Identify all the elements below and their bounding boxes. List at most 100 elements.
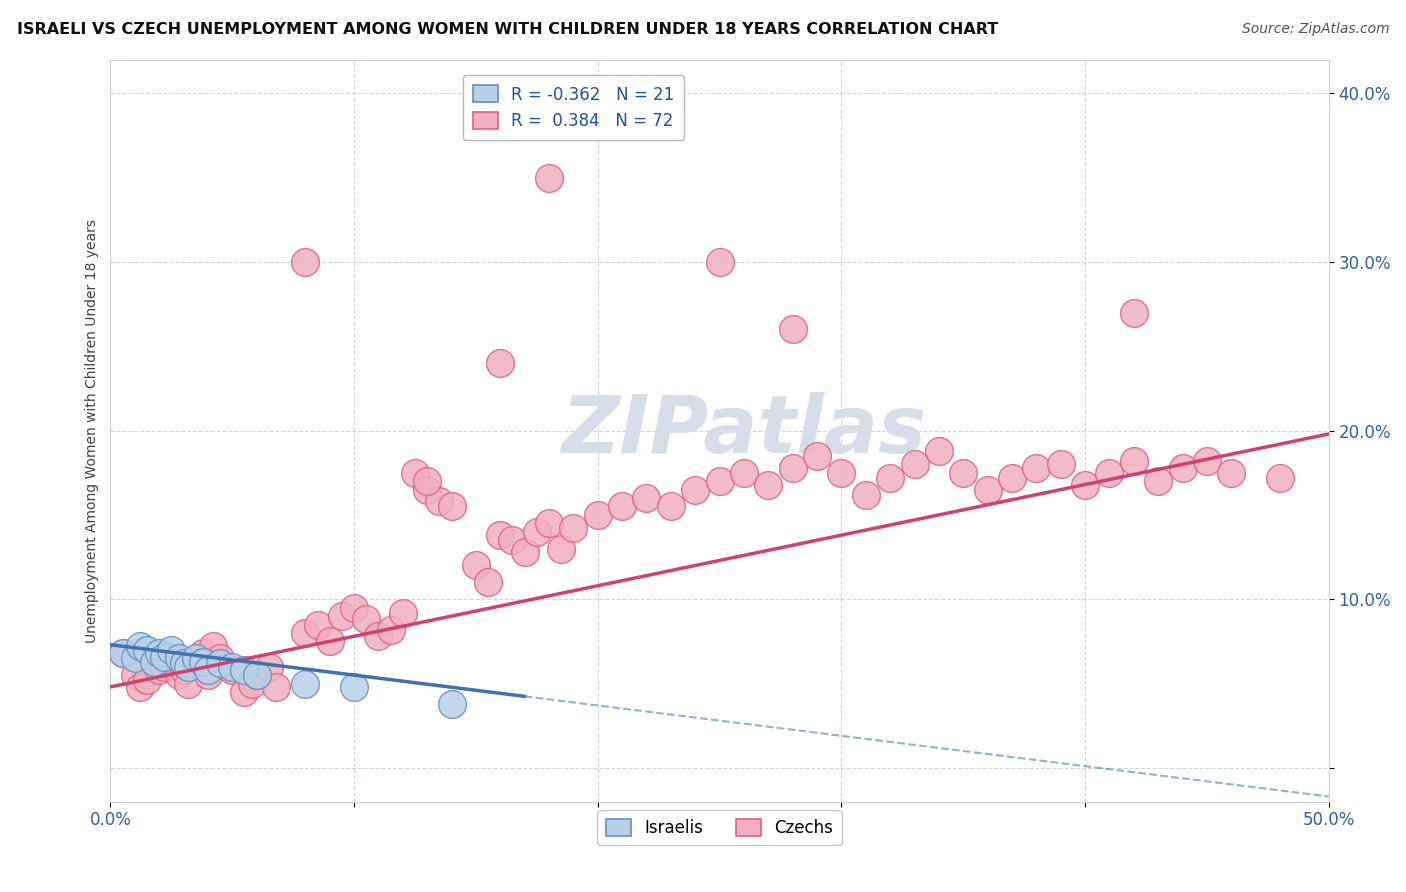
Point	[427, 494, 450, 508]
Point	[1049, 458, 1071, 472]
Point	[380, 623, 402, 637]
Point	[191, 655, 214, 669]
Point	[489, 528, 512, 542]
Point	[1220, 466, 1243, 480]
Point	[1074, 477, 1097, 491]
Point	[233, 685, 256, 699]
Point	[1122, 454, 1144, 468]
Point	[356, 612, 378, 626]
Point	[246, 668, 269, 682]
Point	[209, 651, 232, 665]
Point	[153, 649, 176, 664]
Point	[586, 508, 609, 522]
Point	[1147, 474, 1170, 488]
Point	[392, 606, 415, 620]
Point	[197, 663, 219, 677]
Point	[257, 659, 280, 673]
Point	[343, 680, 366, 694]
Point	[513, 545, 536, 559]
Point	[928, 443, 950, 458]
Point	[489, 356, 512, 370]
Text: ISRAELI VS CZECH UNEMPLOYMENT AMONG WOMEN WITH CHILDREN UNDER 18 YEARS CORRELATI: ISRAELI VS CZECH UNEMPLOYMENT AMONG WOME…	[17, 22, 998, 37]
Point	[830, 466, 852, 480]
Point	[610, 500, 633, 514]
Point	[143, 655, 166, 669]
Point	[683, 483, 706, 497]
Y-axis label: Unemployment Among Women with Children Under 18 years: Unemployment Among Women with Children U…	[86, 219, 100, 642]
Point	[879, 471, 901, 485]
Point	[1025, 460, 1047, 475]
Point	[177, 659, 200, 673]
Point	[177, 676, 200, 690]
Point	[1122, 305, 1144, 319]
Point	[111, 646, 134, 660]
Point	[184, 657, 207, 671]
Point	[1195, 454, 1218, 468]
Point	[294, 676, 316, 690]
Point	[440, 697, 463, 711]
Point	[477, 575, 499, 590]
Point	[562, 521, 585, 535]
Point	[319, 634, 342, 648]
Point	[416, 483, 439, 497]
Point	[733, 466, 755, 480]
Point	[191, 646, 214, 660]
Text: ZIPatlas: ZIPatlas	[561, 392, 927, 469]
Point	[1268, 471, 1291, 485]
Point	[1001, 471, 1024, 485]
Point	[167, 651, 190, 665]
Point	[440, 500, 463, 514]
Point	[217, 659, 239, 673]
Point	[173, 663, 195, 677]
Point	[416, 474, 439, 488]
Point	[128, 680, 150, 694]
Point	[294, 626, 316, 640]
Point	[709, 474, 731, 488]
Point	[294, 255, 316, 269]
Point	[550, 541, 572, 556]
Point	[201, 640, 224, 654]
Point	[148, 646, 170, 660]
Point	[756, 477, 779, 491]
Point	[464, 558, 486, 573]
Point	[184, 651, 207, 665]
Point	[153, 659, 176, 673]
Text: Source: ZipAtlas.com: Source: ZipAtlas.com	[1241, 22, 1389, 37]
Point	[124, 668, 146, 682]
Point	[1098, 466, 1121, 480]
Point	[855, 488, 877, 502]
Point	[782, 322, 804, 336]
Point	[343, 600, 366, 615]
Point	[526, 524, 548, 539]
Point	[307, 617, 329, 632]
Point	[221, 663, 243, 677]
Point	[197, 668, 219, 682]
Point	[709, 255, 731, 269]
Point	[782, 460, 804, 475]
Legend: Israelis, Czechs: Israelis, Czechs	[598, 810, 842, 846]
Point	[143, 655, 166, 669]
Point	[330, 609, 353, 624]
Point	[537, 516, 560, 531]
Point	[167, 668, 190, 682]
Point	[659, 500, 682, 514]
Point	[806, 449, 828, 463]
Point	[976, 483, 998, 497]
Point	[501, 533, 523, 548]
Point	[952, 466, 974, 480]
Point	[246, 668, 269, 682]
Point	[221, 659, 243, 673]
Point	[148, 663, 170, 677]
Point	[636, 491, 658, 505]
Point	[233, 663, 256, 677]
Point	[160, 651, 183, 665]
Point	[173, 657, 195, 671]
Point	[111, 646, 134, 660]
Point	[240, 676, 263, 690]
Point	[903, 458, 925, 472]
Point	[124, 651, 146, 665]
Point	[367, 629, 389, 643]
Point	[404, 466, 426, 480]
Point	[136, 642, 159, 657]
Point	[128, 640, 150, 654]
